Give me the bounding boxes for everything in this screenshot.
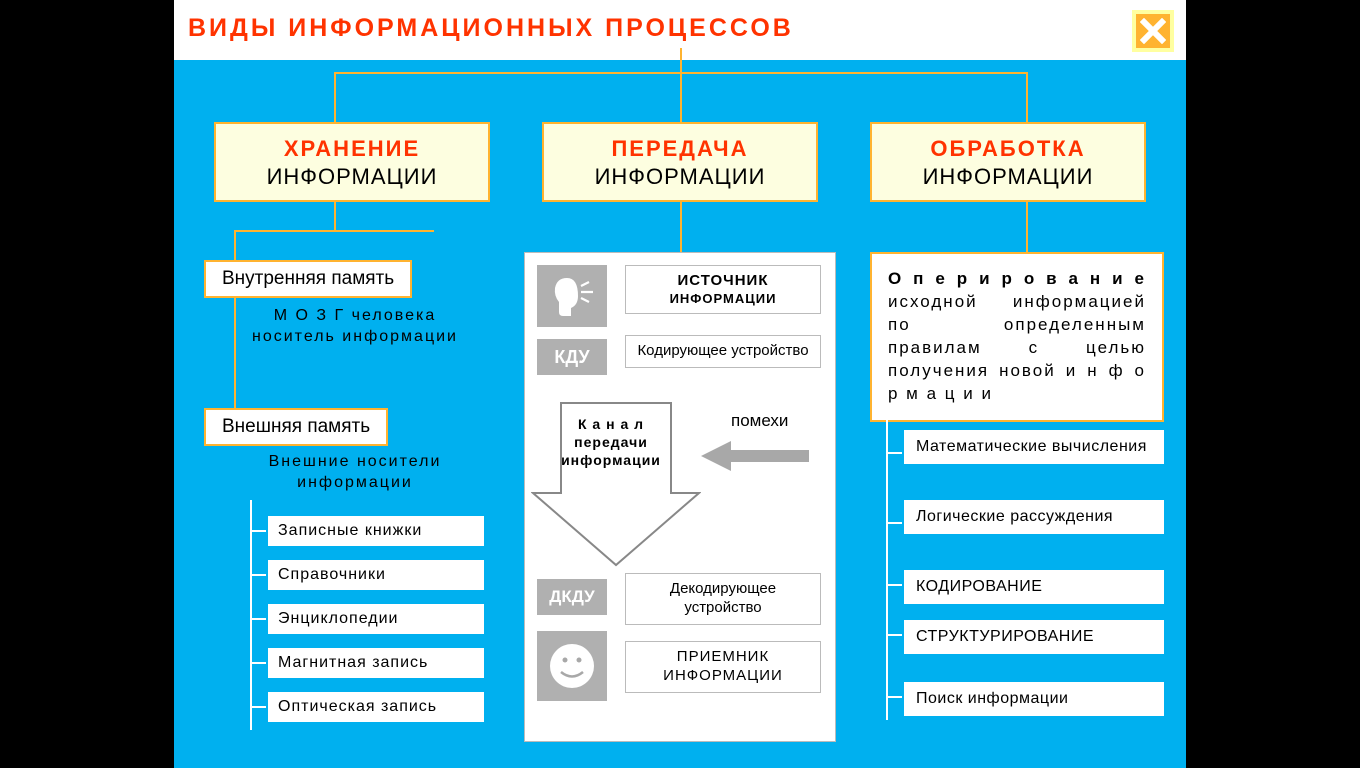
bracket	[250, 618, 266, 620]
noise-arrow-icon	[701, 439, 811, 473]
connector	[680, 200, 682, 252]
receiver-label: ПРИЕМНИК ИНФОРМАЦИИ	[625, 641, 821, 693]
decoder-short: ДКДУ	[537, 579, 607, 615]
text: О п е р и р о в а н и е	[888, 269, 1146, 288]
category-processing: ОБРАБОТКА ИНФОРМАЦИИ	[870, 122, 1146, 202]
storage-item: Записные книжки	[268, 516, 484, 546]
text: ПРИЕМНИК	[634, 648, 812, 667]
channel-label: К а н а л передачи информации	[561, 415, 661, 470]
receiver-icon-box	[537, 631, 607, 701]
text: К а н а л	[578, 416, 644, 432]
text: Внешние носители	[269, 453, 442, 470]
bracket	[886, 420, 888, 720]
noise-label: помехи	[731, 411, 788, 431]
slide: ВИДЫ ИНФОРМАЦИОННЫХ ПРОЦЕССОВ ХРАНЕНИЕ И…	[174, 0, 1186, 768]
storage-item: Оптическая запись	[268, 692, 484, 722]
text: ИНФОРМАЦИИ	[634, 291, 812, 307]
processing-description: О п е р и р о в а н и е исходной информа…	[870, 252, 1164, 422]
close-button[interactable]	[1132, 10, 1174, 52]
processing-item: КОДИРОВАНИЕ	[904, 570, 1164, 604]
category-title-black: ИНФОРМАЦИИ	[878, 164, 1138, 190]
bracket	[886, 634, 902, 636]
processing-item: СТРУКТУРИРОВАНИЕ	[904, 620, 1164, 654]
text: ИНФОРМАЦИИ	[634, 667, 812, 686]
connector	[334, 72, 336, 124]
external-memory-label: Внешняя память	[204, 408, 388, 446]
text: ИСТОЧНИК	[634, 272, 812, 291]
category-transfer: ПЕРЕДАЧА ИНФОРМАЦИИ	[542, 122, 818, 202]
bracket	[886, 452, 902, 454]
bracket	[250, 500, 252, 730]
category-title-black: ИНФОРМАЦИИ	[550, 164, 810, 190]
connector	[680, 48, 682, 72]
decoder-label: Декодирующее устройство	[625, 573, 821, 625]
connector	[234, 230, 434, 232]
bracket	[886, 522, 902, 524]
transfer-panel: ИСТОЧНИК ИНФОРМАЦИИ КДУ Кодирующее устро…	[524, 252, 836, 742]
processing-item: Математические вычисления	[904, 430, 1164, 464]
storage-item: Энциклопедии	[268, 604, 484, 634]
processing-item: Логические рассуждения	[904, 500, 1164, 534]
encoder-label: Кодирующее устройство	[625, 335, 821, 368]
connector	[1026, 72, 1028, 124]
page-title: ВИДЫ ИНФОРМАЦИОННЫХ ПРОЦЕССОВ	[188, 14, 794, 43]
text: передачи	[574, 434, 648, 450]
bracket	[250, 574, 266, 576]
bracket	[886, 696, 902, 698]
storage-item: Справочники	[268, 560, 484, 590]
internal-memory-desc: М О З Г человека носитель информации	[240, 306, 470, 348]
bracket	[250, 706, 266, 708]
encoder-short: КДУ	[537, 339, 607, 375]
text: исходной информацией по определенным пра…	[888, 292, 1146, 403]
source-label: ИСТОЧНИК ИНФОРМАЦИИ	[625, 265, 821, 314]
text: носитель информации	[252, 328, 458, 345]
text: М О З Г человека	[274, 307, 436, 324]
category-title-red: ПЕРЕДАЧА	[550, 136, 810, 162]
smiley-face-icon	[545, 639, 599, 693]
storage-item: Магнитная запись	[268, 648, 484, 678]
internal-memory-label: Внутренняя память	[204, 260, 412, 298]
connector	[1026, 200, 1028, 252]
category-title-red: ХРАНЕНИЕ	[222, 136, 482, 162]
bracket	[886, 584, 902, 586]
source-icon-box	[537, 265, 607, 327]
speaking-head-icon	[545, 272, 599, 320]
bracket	[250, 530, 266, 532]
category-title-black: ИНФОРМАЦИИ	[222, 164, 482, 190]
text: информации	[561, 452, 661, 468]
external-memory-desc: Внешние носители информации	[240, 452, 470, 494]
connector	[334, 200, 336, 230]
processing-item: Поиск информации	[904, 682, 1164, 716]
category-title-red: ОБРАБОТКА	[878, 136, 1138, 162]
content-panel: ХРАНЕНИЕ ИНФОРМАЦИИ ПЕРЕДАЧА ИНФОРМАЦИИ …	[174, 60, 1186, 768]
bracket	[250, 662, 266, 664]
text: информации	[297, 474, 413, 491]
connector	[680, 72, 682, 124]
close-icon	[1140, 18, 1166, 44]
category-storage: ХРАНЕНИЕ ИНФОРМАЦИИ	[214, 122, 490, 202]
